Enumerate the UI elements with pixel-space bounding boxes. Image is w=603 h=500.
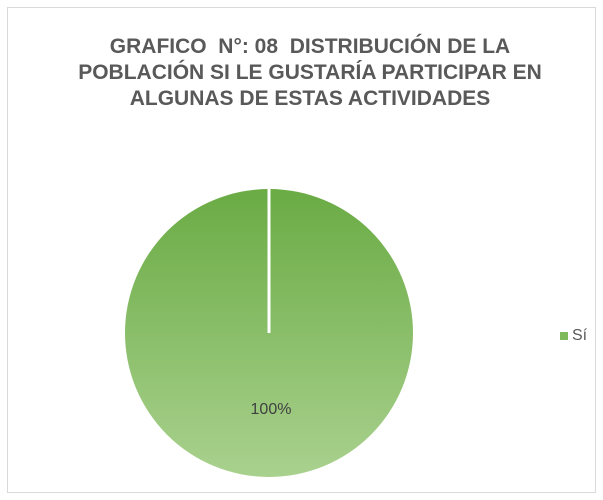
legend-label: Sí xyxy=(572,327,588,344)
chart-title: GRAFICO N°: 08 DISTRIBUCIÓN DE LA POBLAC… xyxy=(78,35,547,110)
data-label: 100% xyxy=(251,401,292,418)
legend-swatch xyxy=(560,332,568,340)
